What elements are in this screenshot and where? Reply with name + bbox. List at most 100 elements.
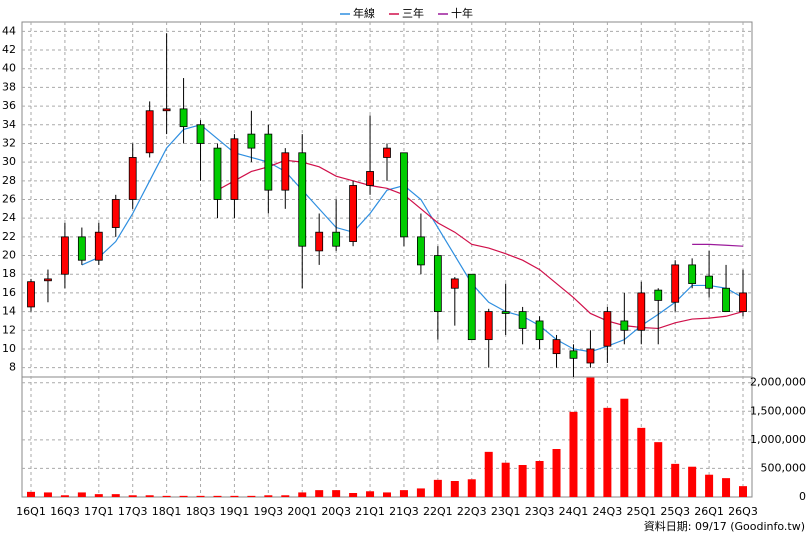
y-tick-label: 34 — [2, 118, 16, 131]
volume-bar — [433, 479, 442, 497]
y-tick-label: 10 — [2, 342, 16, 355]
candle-body — [722, 287, 730, 313]
volume-bar — [247, 495, 256, 497]
x-tick-label: 24Q3 — [593, 505, 623, 518]
candle-body — [77, 236, 86, 261]
x-tick-label: 17Q1 — [84, 505, 114, 518]
volume-bar — [569, 411, 578, 497]
volume-bar — [620, 398, 629, 497]
volume-bar — [128, 495, 137, 497]
y-tick-label: 26 — [2, 193, 16, 206]
volume-bar — [332, 490, 341, 497]
x-tick-label: 17Q3 — [118, 505, 148, 518]
x-tick-label: 23Q3 — [525, 505, 555, 518]
volume-bar — [705, 474, 714, 497]
volume-bar — [77, 492, 86, 497]
candle-body — [298, 152, 307, 247]
candle-body — [671, 264, 680, 303]
y-tick-label: 8 — [9, 361, 16, 374]
candle-body — [739, 292, 747, 313]
y-tick-label: 38 — [2, 80, 16, 93]
volume-bar — [688, 466, 697, 497]
x-tick-label: 18Q3 — [186, 505, 216, 518]
volume-bar — [383, 492, 391, 497]
volume-bar — [416, 488, 425, 497]
candle-body — [332, 231, 341, 247]
candle-body — [433, 255, 442, 313]
x-tick-label: 18Q1 — [152, 505, 182, 518]
legend-label: 年線 — [353, 6, 375, 20]
volume-bar — [60, 495, 69, 497]
y2-tick-label: 1,000,000 — [750, 433, 806, 446]
x-tick-label: 26Q1 — [694, 505, 724, 518]
candle-body — [383, 147, 391, 158]
x-tick-label: 21Q3 — [389, 505, 419, 518]
y-tick-label: 28 — [2, 174, 16, 187]
volume-bar — [671, 463, 680, 497]
legend-label: 十年 — [451, 6, 473, 20]
y-tick-label: 40 — [2, 62, 16, 75]
plot-frame — [21, 21, 753, 498]
candle-body — [247, 133, 256, 149]
x-tick-label: 21Q1 — [355, 505, 385, 518]
candle-body — [128, 157, 137, 200]
y2-tick-label: 2,000,000 — [750, 376, 806, 389]
volume-bar — [315, 490, 324, 497]
volume-bar — [535, 461, 544, 497]
volume-bar — [179, 495, 188, 497]
candle-body — [264, 133, 273, 191]
x-tick-label: 23Q1 — [491, 505, 521, 518]
x-tick-label: 20Q1 — [287, 505, 317, 518]
candle-body — [688, 264, 697, 284]
legend-label: 三年 — [402, 6, 424, 20]
candle-body — [637, 292, 646, 331]
volume-bar — [264, 495, 273, 497]
volume-bar — [484, 451, 493, 497]
volume-bar — [518, 465, 527, 497]
candle-body — [400, 152, 408, 238]
x-tick-label: 19Q1 — [220, 505, 250, 518]
volume-bar — [467, 479, 476, 497]
candle-body — [281, 152, 290, 191]
candle-body — [654, 289, 663, 301]
volume-bar — [739, 486, 747, 497]
candle-body — [145, 110, 154, 154]
candle-body — [552, 339, 561, 355]
y-tick-label: 18 — [2, 267, 16, 280]
y2-tick-label: 0 — [799, 490, 806, 503]
volume-bar — [450, 481, 459, 497]
volume-bar — [349, 493, 358, 497]
candle-body — [501, 311, 510, 314]
candle-body — [586, 348, 595, 364]
volume-bar — [399, 490, 408, 497]
volume-bar — [196, 495, 205, 497]
volume-bar — [654, 442, 663, 497]
y-tick-label: 44 — [2, 24, 16, 37]
volume-bar — [111, 494, 120, 497]
candle-body — [315, 231, 324, 252]
volume-bar — [298, 492, 307, 497]
volume-bar — [637, 427, 646, 497]
x-tick-label: 26Q3 — [728, 505, 758, 518]
ma-line — [81, 124, 744, 353]
candle-body — [603, 311, 612, 347]
candle-body — [61, 236, 69, 275]
candle-body — [44, 278, 52, 282]
candle-body — [705, 275, 713, 289]
candle-body — [213, 147, 222, 200]
candle-body — [484, 311, 493, 341]
x-tick-label: 24Q1 — [559, 505, 589, 518]
volume-bar — [213, 495, 222, 497]
candle-body — [230, 138, 239, 200]
x-tick-label: 20Q3 — [321, 505, 351, 518]
volume-bar — [603, 407, 612, 497]
x-tick-label: 22Q3 — [457, 505, 487, 518]
candle-body — [349, 185, 357, 242]
y-tick-label: 22 — [2, 230, 16, 243]
x-tick-label: 25Q3 — [660, 505, 690, 518]
candle-body — [94, 231, 103, 261]
y2-tick-label: 1,500,000 — [750, 404, 806, 417]
x-tick-label: 22Q1 — [423, 505, 453, 518]
candle-body — [111, 199, 120, 228]
